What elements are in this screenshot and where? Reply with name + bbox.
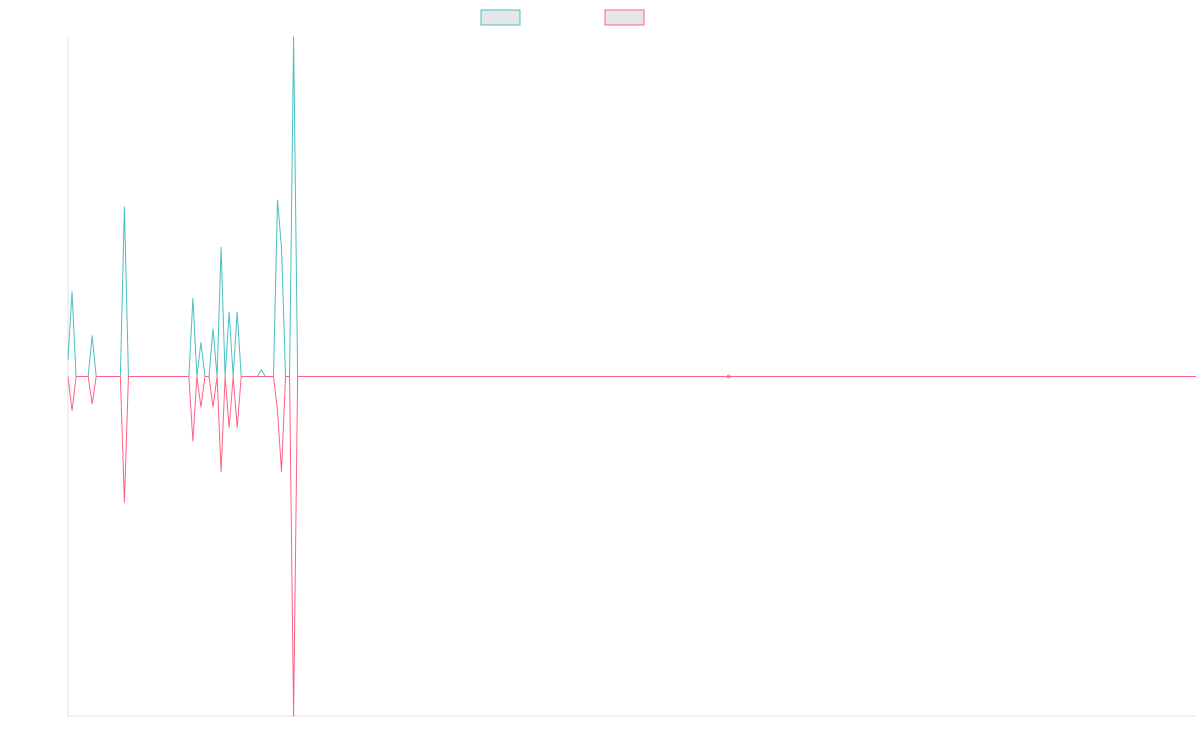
legend-item-1[interactable] — [480, 9, 521, 26]
legend — [480, 9, 645, 26]
data-point-marker — [726, 374, 731, 379]
series-line-1 — [67, 36, 1196, 377]
series-group — [67, 36, 1196, 717]
series-line-2 — [67, 376, 1196, 717]
legend-item-2[interactable] — [604, 9, 645, 26]
